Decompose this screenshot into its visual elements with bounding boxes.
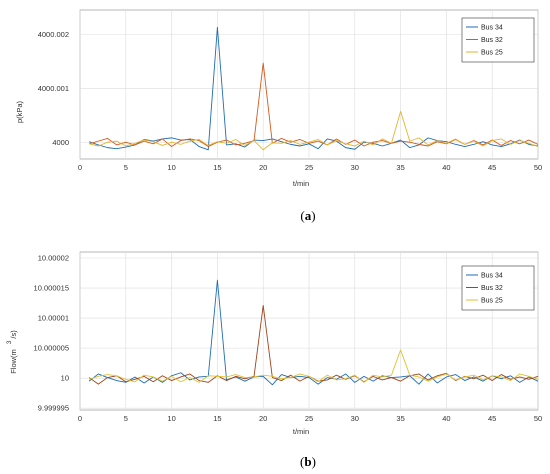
x-tick-label: 15 [213, 163, 221, 172]
chart-b: 0 5 10 15 20 25 30 35 40 45 50 9.999995 10 10.000005… [6, 251, 542, 469]
x-tick-label: 25 [305, 414, 313, 423]
grid-b [79, 252, 539, 410]
caption-a-letter: a [305, 208, 312, 223]
y-ticks-b: 9.999995 10 10.000005 10.00001 10.000015 10.0… [34, 254, 69, 413]
legend-label: Bus 32 [481, 37, 503, 44]
x-tick-label: 0 [78, 414, 82, 423]
series-line-bus-34 [88, 279, 539, 386]
y-tick-label: 4000.001 [38, 84, 69, 93]
y-tick-label: 4000.002 [38, 30, 69, 39]
legend-label: Bus 32 [481, 285, 503, 292]
series-line-bus-25 [89, 349, 539, 383]
x-ticks-b: 0 5 10 15 20 25 30 35 40 45 50 [78, 414, 542, 423]
series-line-bus-34 [89, 26, 539, 151]
x-axis-label-a: t/min [293, 179, 309, 188]
series-line-bus-25 [89, 110, 539, 151]
y-tick-label: 4000 [52, 138, 69, 147]
x-tick-label: 30 [351, 414, 359, 423]
x-tick-label: 15 [213, 414, 221, 423]
x-tick-label: 50 [534, 163, 542, 172]
x-tick-label: 0 [78, 163, 82, 172]
y-tick-label: 10.000015 [34, 284, 69, 293]
legend-label: Bus 25 [481, 298, 503, 305]
x-tick-label: 5 [124, 163, 128, 172]
x-tick-label: 10 [167, 163, 175, 172]
caption-a: (a) [300, 208, 315, 223]
y-tick-label: 9.999995 [38, 404, 69, 413]
y-axis-label-b-suffix: /s) [9, 330, 18, 339]
chart-a: 0 5 10 15 20 25 30 35 40 45 50 4000 4000.001 4000.00… [15, 9, 542, 223]
x-tick-label: 35 [396, 163, 404, 172]
caption-b: (b) [300, 454, 316, 469]
y-axis-label-b: Flow(m 3/s) [6, 330, 18, 374]
legend-label: Bus 34 [481, 273, 503, 280]
x-tick-label: 45 [488, 163, 496, 172]
x-axis-label-b: t/min [293, 427, 309, 436]
y-ticks-a: 4000 4000.001 4000.002 [38, 30, 69, 147]
x-tick-label: 10 [167, 414, 175, 423]
y-tick-label: 10.00002 [38, 254, 69, 263]
y-tick-label: 10 [61, 374, 69, 383]
caption-b-letter: b [304, 454, 311, 469]
y-axis-label-b-main: Flow(m [9, 349, 18, 374]
x-tick-label: 50 [534, 414, 542, 423]
x-tick-label: 20 [259, 163, 267, 172]
legend-label: Bus 34 [481, 25, 503, 32]
x-ticks-a: 0 5 10 15 20 25 30 35 40 45 50 [78, 163, 542, 172]
legend-a: Bus 34 Bus 32 Bus 25 [461, 17, 535, 63]
x-tick-label: 35 [396, 414, 404, 423]
y-tick-label: 10.000005 [34, 344, 69, 353]
x-tick-label: 20 [259, 414, 267, 423]
y-tick-label: 10.00001 [38, 314, 69, 323]
x-tick-label: 25 [305, 163, 313, 172]
x-tick-label: 45 [488, 414, 496, 423]
x-tick-label: 30 [351, 163, 359, 172]
y-axis-label-b-sup: 3 [6, 340, 13, 344]
x-tick-label: 40 [442, 163, 450, 172]
x-tick-label: 5 [124, 414, 128, 423]
series-group-a [89, 26, 539, 151]
legend-b: Bus 34 Bus 32 Bus 25 [461, 265, 535, 311]
x-tick-label: 40 [442, 414, 450, 423]
legend-label: Bus 25 [481, 50, 503, 57]
series-group-b [88, 279, 539, 386]
y-axis-label-a: p(kPa) [15, 100, 24, 123]
